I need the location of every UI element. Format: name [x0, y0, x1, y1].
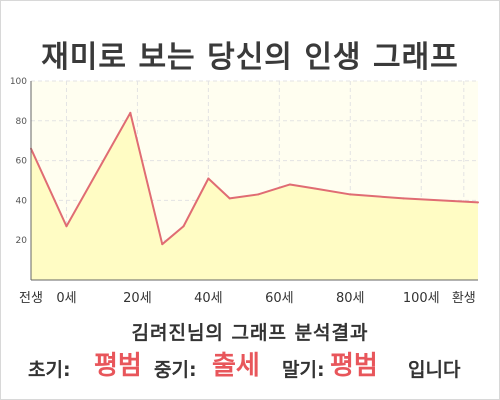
y-tick-label: 20 — [16, 236, 28, 246]
life-graph-chart: 20 40 60 80 100 전생 0세 20세 40세 60세 80세 100세 환생 — [10, 77, 479, 306]
data-point — [349, 193, 352, 196]
y-tick-label: 40 — [16, 196, 28, 206]
early-value: 평범 — [94, 351, 142, 381]
data-point — [257, 193, 260, 196]
x-tick-label: 40세 — [194, 291, 223, 306]
data-point — [207, 177, 210, 180]
data-point — [65, 225, 68, 228]
data-point — [182, 225, 185, 228]
analysis-subtitle: 김려진님의 그래프 분석결과 — [131, 322, 369, 344]
data-point — [161, 243, 164, 246]
x-tick-label: 환생 — [452, 291, 476, 306]
analysis-result: 초기: 평범 중기: 출세 말기: 평범 입니다 — [28, 348, 488, 384]
y-tick-label: 80 — [16, 117, 28, 127]
mid-value: 출세 — [212, 351, 260, 381]
data-point — [228, 197, 231, 200]
early-label: 초기: — [28, 359, 71, 381]
x-tick-labels: 전생 0세 20세 40세 60세 80세 100세 환생 — [19, 291, 476, 306]
ending-text: 입니다 — [408, 359, 461, 381]
y-tick-labels: 20 40 60 80 100 — [10, 77, 27, 246]
mid-label: 중기: — [154, 359, 197, 381]
late-value: 평범 — [330, 351, 378, 381]
series-area-fill — [31, 112, 478, 280]
x-tick-label: 0세 — [56, 291, 76, 306]
x-tick-label: 100세 — [403, 291, 440, 306]
x-tick-label: 20세 — [123, 291, 152, 306]
x-tick-label: 60세 — [265, 291, 294, 306]
y-tick-label: 60 — [16, 157, 28, 167]
data-point — [288, 183, 291, 186]
data-point — [402, 197, 405, 200]
page-title: 재미로 보는 당신의 인생 그래프 — [41, 40, 459, 75]
data-point — [313, 187, 316, 190]
late-label: 말기: — [282, 359, 325, 381]
axes — [30, 81, 478, 281]
data-point — [477, 201, 479, 204]
x-tick-label: 80세 — [336, 291, 365, 306]
x-tick-label: 전생 — [19, 291, 43, 306]
y-tick-label: 100 — [10, 77, 27, 87]
data-point — [129, 111, 132, 114]
